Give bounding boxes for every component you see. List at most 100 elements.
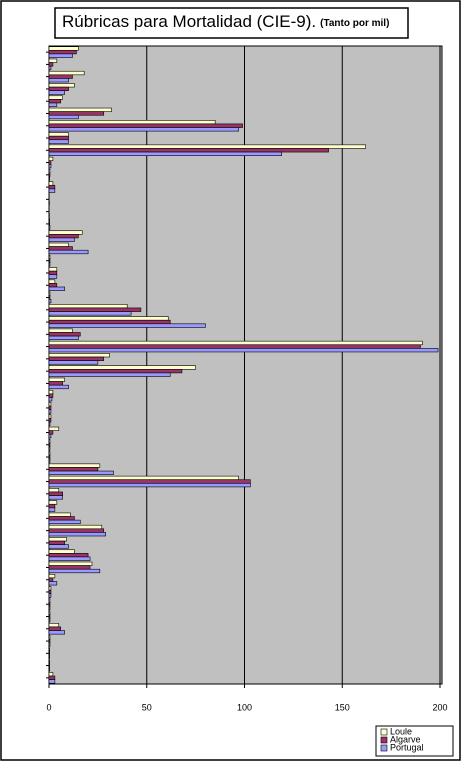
- bar: [49, 545, 69, 549]
- bar: [49, 59, 57, 63]
- bar: [49, 415, 51, 419]
- bar: [49, 145, 366, 149]
- bar: [49, 128, 239, 132]
- bar: [49, 459, 50, 463]
- bar: [49, 308, 141, 312]
- bar: [49, 361, 98, 365]
- bar: [49, 304, 127, 308]
- bar: [49, 397, 52, 401]
- bar: [49, 84, 74, 88]
- bar: [49, 283, 57, 287]
- bar: [49, 299, 51, 303]
- bar: [49, 75, 72, 79]
- bar: [49, 296, 50, 300]
- legend-label: Portugal: [390, 742, 424, 752]
- bar: [49, 480, 250, 484]
- bar: [49, 287, 65, 291]
- bar: [49, 238, 74, 242]
- bar: [49, 177, 50, 181]
- bar: [49, 140, 69, 144]
- bar: [49, 488, 59, 492]
- bar: [49, 422, 50, 426]
- bar: [49, 247, 72, 251]
- bar: [49, 639, 50, 643]
- bar: [49, 369, 182, 373]
- x-tick-label: 50: [142, 702, 152, 712]
- legend-swatch: [381, 745, 387, 751]
- bar: [49, 431, 53, 435]
- bar: [49, 599, 50, 603]
- bar: [49, 643, 50, 647]
- bar: [49, 78, 69, 82]
- bar: [49, 169, 50, 173]
- bar: [49, 332, 80, 336]
- bar: [49, 464, 100, 468]
- x-tick-label: 0: [46, 702, 51, 712]
- bar: [49, 447, 50, 451]
- bar: [49, 226, 50, 230]
- bar: [49, 182, 53, 186]
- x-tick-label: 100: [237, 702, 252, 712]
- bar: [49, 569, 100, 573]
- bar: [49, 439, 50, 443]
- bar: [49, 660, 50, 664]
- bar: [49, 606, 50, 610]
- legend-swatch: [381, 729, 387, 735]
- bar: [49, 382, 63, 386]
- bar: [49, 553, 88, 557]
- bar: [49, 455, 50, 459]
- bar: [49, 120, 215, 124]
- bar: [49, 427, 59, 431]
- bar: [49, 418, 51, 422]
- bar: [49, 443, 50, 447]
- bar: [49, 594, 51, 598]
- bar: [49, 173, 50, 177]
- bar: [49, 280, 55, 284]
- bar: [49, 525, 102, 529]
- bar: [49, 271, 57, 275]
- bar: [49, 390, 53, 394]
- bar: [49, 394, 53, 398]
- bar: [49, 452, 50, 456]
- bar: [49, 496, 63, 500]
- bar: [49, 508, 55, 512]
- bar: [49, 492, 63, 496]
- bar: [49, 385, 69, 389]
- bar: [49, 651, 50, 655]
- bar: [49, 602, 50, 606]
- bar: [49, 483, 250, 487]
- bar: [49, 590, 51, 594]
- subtitle: (Tanto por mil): [320, 18, 389, 29]
- bar: [49, 234, 78, 238]
- bar: [49, 623, 59, 627]
- legend-swatch: [381, 737, 387, 743]
- bar: [49, 255, 50, 259]
- bar: [49, 345, 420, 349]
- bar: [49, 513, 71, 517]
- bar: [49, 320, 170, 324]
- bar: [49, 161, 51, 165]
- bar: [49, 54, 72, 58]
- bar: [49, 631, 65, 635]
- bar: [49, 259, 50, 263]
- bar: [49, 353, 110, 357]
- bar: [49, 71, 84, 75]
- bar: [49, 336, 78, 340]
- bar: [49, 562, 92, 566]
- bar: [49, 680, 55, 684]
- bar: [49, 664, 50, 668]
- bar: [49, 655, 50, 659]
- bar: [49, 99, 61, 103]
- title-text: Rúbricas para Mortalidad (CIE-9).: [62, 12, 316, 31]
- bar: [49, 324, 205, 328]
- bar: [49, 587, 51, 591]
- bar: [49, 152, 282, 156]
- bar: [49, 133, 69, 137]
- bar: [49, 317, 168, 321]
- bar: [49, 520, 80, 524]
- bar: [49, 467, 98, 471]
- bar: [49, 574, 55, 578]
- bar: [49, 611, 50, 615]
- bar: [49, 275, 57, 279]
- bar: [49, 636, 50, 640]
